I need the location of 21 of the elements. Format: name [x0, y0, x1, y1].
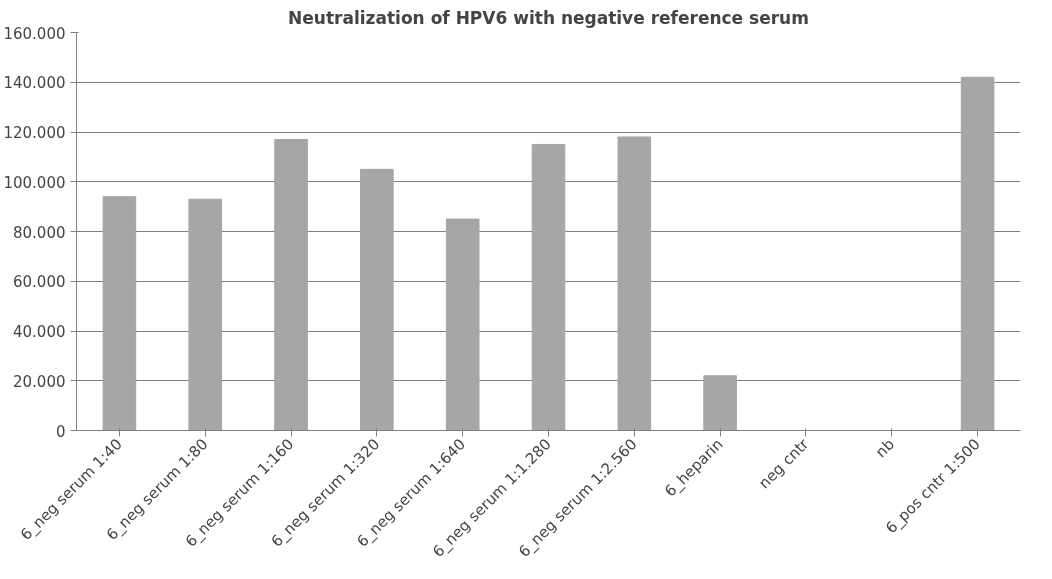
x-tick-label: nb	[871, 435, 899, 462]
y-tick-label: 160.000	[3, 24, 66, 43]
y-tick-label: 0	[55, 422, 66, 441]
bar	[102, 196, 137, 431]
y-tick-label: 120.000	[3, 124, 66, 142]
y-tick-label: 80.000	[13, 223, 66, 242]
bar	[617, 136, 652, 431]
bar	[274, 138, 308, 431]
bar	[531, 143, 566, 431]
bar	[360, 168, 394, 431]
y-tick-label: 20.000	[13, 372, 66, 391]
chart-title: Neutralization of HPV6 with negative reference serum	[288, 7, 809, 28]
y-tick-label: 140.000	[3, 74, 66, 93]
x-tick-label: neg cntr	[755, 434, 813, 493]
y-tick-label: 40.000	[13, 323, 66, 341]
y-tick-label: 60.000	[13, 273, 66, 292]
y-tick-label: 100.000	[3, 173, 66, 192]
bar	[188, 198, 223, 431]
bar	[445, 218, 480, 431]
bar	[960, 76, 995, 431]
bar	[703, 375, 737, 431]
